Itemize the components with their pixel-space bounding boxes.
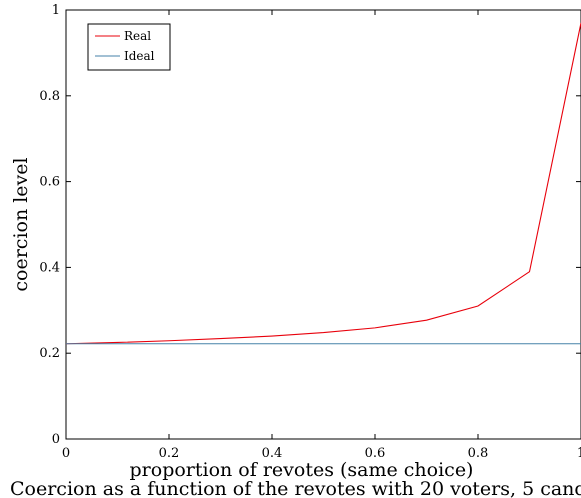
legend: Real Ideal — [87, 23, 171, 71]
legend-box — [87, 23, 171, 71]
plot-area — [65, 9, 581, 440]
y-axis-label: coercion level — [10, 157, 32, 291]
x-axis-label: proportion of revotes (same choice) — [130, 459, 474, 480]
x-tick-label: 0 — [62, 446, 70, 461]
x-tick-label: 1 — [577, 446, 581, 461]
y-tick-label: 1 — [52, 3, 60, 18]
y-tick-label: 0.8 — [39, 89, 60, 104]
y-tick-label: 0 — [52, 432, 60, 447]
plot-frame — [65, 9, 581, 440]
x-tick-label: 0.2 — [159, 446, 180, 461]
y-tick-label: 0.6 — [39, 175, 60, 190]
legend-label-real: Real — [124, 29, 151, 43]
axis-ticks: 0 0.2 0.4 0.6 0.8 1 0 0.2 0.4 0.6 0.8 1 — [39, 3, 581, 461]
legend-label-ideal: Ideal — [124, 49, 155, 63]
chart: 0 0.2 0.4 0.6 0.8 1 0 0.2 0.4 0.6 0.8 1 Real Ideal p… — [10, 3, 581, 480]
x-tick-label: 0.6 — [365, 446, 386, 461]
figure-caption: Coercion as a function of the revotes wi… — [10, 480, 581, 498]
series-layer — [65, 22, 581, 345]
series-line-real — [65, 22, 581, 345]
y-tick-label: 0.2 — [39, 346, 60, 361]
y-tick-label: 0.4 — [39, 260, 60, 275]
x-tick-label: 0.4 — [262, 446, 283, 461]
x-tick-label: 0.8 — [468, 446, 489, 461]
